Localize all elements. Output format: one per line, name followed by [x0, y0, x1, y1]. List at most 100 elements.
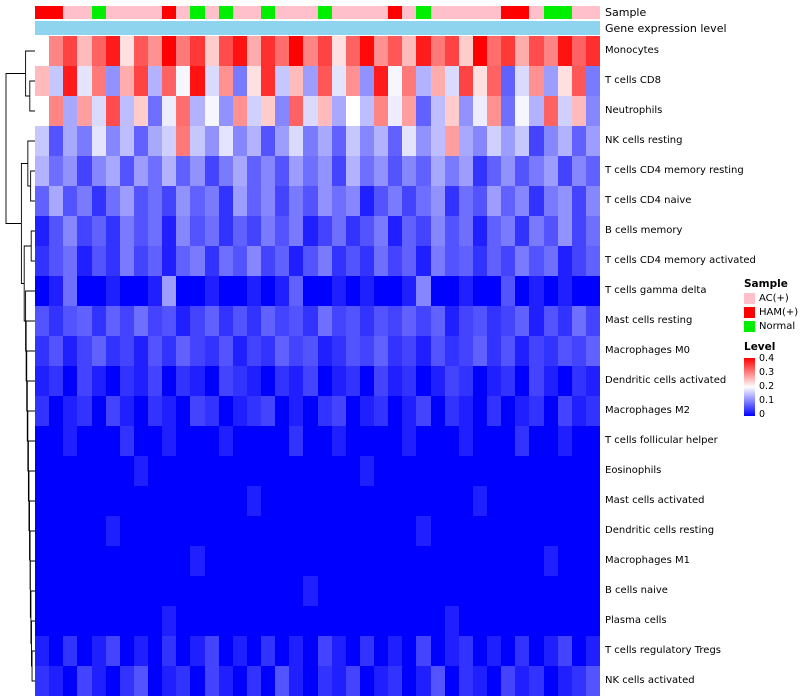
heatmap-cell — [246, 516, 261, 546]
heatmap-cell — [529, 606, 544, 636]
heatmap-cell — [148, 546, 163, 576]
heatmap-cell — [529, 426, 544, 456]
heatmap-cell — [119, 336, 134, 366]
heatmap-cell — [35, 576, 50, 606]
heatmap-cell — [148, 36, 163, 66]
heatmap-cell — [402, 306, 417, 336]
heatmap-cell — [49, 66, 64, 96]
heatmap-cell — [176, 516, 191, 546]
row-label: T cells CD8 — [605, 75, 661, 86]
heatmap-cell — [49, 516, 64, 546]
heatmap-cell — [501, 246, 516, 276]
heatmap-cell — [501, 366, 516, 396]
heatmap-cell — [246, 366, 261, 396]
heatmap-cell — [204, 366, 219, 396]
heatmap-cell — [388, 186, 403, 216]
heatmap-cell — [487, 666, 502, 696]
heatmap-cell — [416, 216, 431, 246]
heatmap-cell — [458, 96, 473, 126]
heatmap-cell — [303, 246, 318, 276]
heatmap-cell — [557, 426, 572, 456]
heatmap-cell — [303, 156, 318, 186]
heatmap-cell — [359, 666, 374, 696]
heatmap-cell — [515, 636, 530, 666]
heatmap-cell — [416, 636, 431, 666]
heatmap-cell — [529, 456, 544, 486]
heatmap-cell — [162, 216, 177, 246]
heatmap-cell — [416, 96, 431, 126]
heatmap-cell — [543, 546, 558, 576]
row-label: T cells CD4 memory activated — [605, 255, 756, 266]
heatmap-cell — [529, 636, 544, 666]
heatmap-cell — [359, 456, 374, 486]
sample-annotation-cell — [162, 6, 177, 19]
sample-annotation-cell — [303, 6, 318, 19]
heatmap-cell — [148, 216, 163, 246]
heatmap-cell — [331, 576, 346, 606]
heatmap-cell — [148, 606, 163, 636]
heatmap-cell — [515, 546, 530, 576]
heatmap-cell — [487, 396, 502, 426]
heatmap-cell — [543, 606, 558, 636]
heatmap-cell — [543, 126, 558, 156]
heatmap-cell — [487, 426, 502, 456]
heatmap-cell — [487, 546, 502, 576]
heatmap-cell — [388, 216, 403, 246]
heatmap-cell — [77, 576, 92, 606]
heatmap-cell — [105, 96, 120, 126]
heatmap-cell — [35, 546, 50, 576]
legend-item-normal: Normal — [744, 320, 799, 333]
heatmap-cell — [472, 456, 487, 486]
heatmap-cell — [77, 426, 92, 456]
heatmap-cell — [133, 486, 148, 516]
heatmap-cell — [119, 36, 134, 66]
heatmap-cell — [416, 306, 431, 336]
expression-annotation-bar — [35, 21, 600, 35]
row-label: T cells CD4 memory resting — [605, 165, 744, 176]
row-label: T cells follicular helper — [605, 435, 718, 446]
heatmap-cell — [444, 96, 459, 126]
heatmap-cell — [317, 636, 332, 666]
heatmap-cell — [91, 456, 106, 486]
sample-annotation-cell — [77, 6, 92, 19]
heatmap-cell — [77, 516, 92, 546]
heatmap-cell — [472, 336, 487, 366]
heatmap-cell — [501, 96, 516, 126]
heatmap-cell — [91, 666, 106, 696]
heatmap-cell — [374, 546, 389, 576]
heatmap-cell — [105, 456, 120, 486]
heatmap-cell — [190, 546, 205, 576]
heatmap-cell — [261, 306, 276, 336]
heatmap-cell — [388, 666, 403, 696]
heatmap-cell — [487, 366, 502, 396]
heatmap-cell — [557, 606, 572, 636]
heatmap-cell — [458, 216, 473, 246]
heatmap-cell — [35, 516, 50, 546]
heatmap-cell — [133, 306, 148, 336]
heatmap-cell — [289, 516, 304, 546]
heatmap-cell — [402, 96, 417, 126]
heatmap-cell — [458, 486, 473, 516]
heatmap-cell — [133, 396, 148, 426]
heatmap-cell — [91, 576, 106, 606]
heatmap-cell — [133, 246, 148, 276]
heatmap-cell — [246, 96, 261, 126]
heatmap-cell — [501, 36, 516, 66]
row-label: Monocytes — [605, 45, 659, 56]
heatmap-cell — [261, 426, 276, 456]
heatmap-cell — [91, 96, 106, 126]
heatmap-cell — [176, 186, 191, 216]
heatmap-cell — [77, 606, 92, 636]
heatmap-cell — [402, 36, 417, 66]
level-ticks: 0.4 0.3 0.2 0.1 0 — [755, 354, 785, 420]
heatmap-cell — [105, 306, 120, 336]
heatmap-cell — [133, 336, 148, 366]
row-label: Plasma cells — [605, 615, 667, 626]
legend-label-ham: HAM(+) — [759, 307, 799, 318]
row-label: NK cells resting — [605, 135, 683, 146]
heatmap-cell — [331, 96, 346, 126]
heatmap-cell — [472, 516, 487, 546]
heatmap-cell — [557, 576, 572, 606]
sample-annotation-cell — [345, 6, 360, 19]
heatmap-cell — [472, 156, 487, 186]
